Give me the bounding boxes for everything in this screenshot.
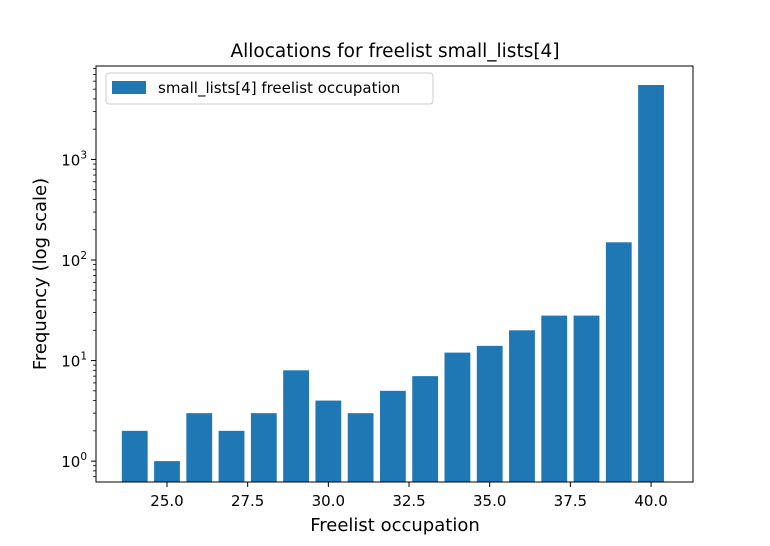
x-tick-label: 30.0	[312, 492, 345, 510]
bar	[250, 413, 277, 482]
legend-box	[105, 72, 434, 105]
bar	[573, 315, 600, 482]
bar	[541, 315, 568, 482]
y-tick-label: 100	[61, 451, 87, 471]
x-tick-label: 25.0	[150, 492, 183, 510]
bar	[218, 430, 245, 482]
bar	[121, 430, 148, 482]
bar	[509, 330, 535, 482]
bar	[283, 370, 309, 482]
plot-frame	[95, 65, 694, 483]
x-tick-label: 32.5	[392, 492, 425, 510]
bar	[476, 345, 503, 482]
bar	[347, 413, 374, 482]
x-tick-label: 35.0	[473, 492, 506, 510]
x-tick-label: 40.0	[634, 492, 667, 510]
chart-title: Allocations for freelist small_lists[4]	[230, 41, 559, 62]
bar	[315, 400, 342, 482]
legend-label: small_lists[4] freelist occupation	[158, 79, 400, 98]
x-axis-label: Freelist occupation	[310, 515, 480, 536]
bar	[605, 242, 632, 482]
bars-group	[121, 85, 664, 482]
legend-swatch	[112, 81, 146, 94]
bar	[186, 413, 213, 482]
bar	[638, 85, 664, 482]
x-tick-label: 37.5	[554, 492, 587, 510]
bar	[379, 390, 406, 482]
x-axis-ticks: 25.0 27.5 30.0 32.5 35.0 37.5 40.0	[150, 482, 668, 510]
bar	[412, 376, 439, 482]
y-axis-ticks: 100 101 102 103	[61, 68, 96, 478]
x-tick-label: 27.5	[231, 492, 264, 510]
y-tick-label: 101	[61, 351, 87, 371]
y-tick-label: 102	[61, 250, 87, 270]
y-tick-label: 103	[61, 149, 87, 169]
y-axis-label: Frequency (log scale)	[30, 178, 51, 370]
bar	[444, 352, 471, 482]
bar	[154, 461, 180, 482]
legend: small_lists[4] freelist occupation	[105, 72, 434, 105]
